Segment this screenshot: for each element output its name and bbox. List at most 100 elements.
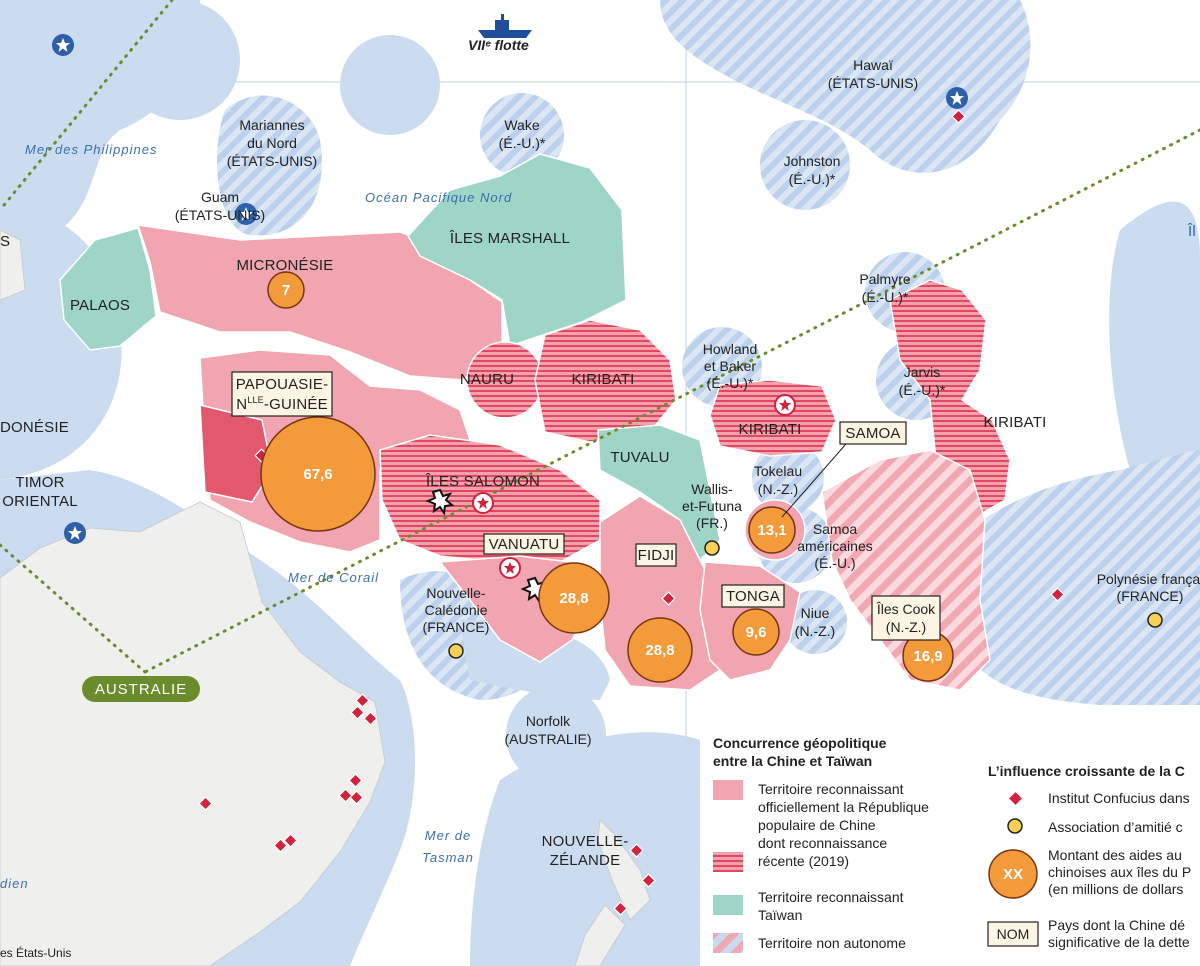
label-line: (AUSTRALIE) [504, 731, 591, 747]
country-label: TUVALU [610, 449, 669, 466]
label-line: Samoa [813, 521, 858, 537]
label-line: Polynésie françai [1097, 571, 1200, 587]
legend-item: dont reconnaissance récente (2019) [758, 835, 887, 869]
label-line: (en millions de dollars [1048, 881, 1183, 897]
label-line: TIMOR [15, 474, 64, 491]
label-line: -GUINÉE [264, 396, 328, 413]
kiribati-west [534, 319, 677, 443]
place-label: Howland et Baker (É.-U.)* [703, 341, 757, 391]
label-line: (É.-U.)* [862, 289, 909, 305]
aid-amount: 9,6 [746, 624, 767, 641]
label-line: Mariannes [239, 117, 304, 133]
fleet-label: VIIᵉ flotte [468, 37, 529, 53]
label-line: entre la Chine et Taïwan [713, 753, 872, 769]
aid-amount: 28,8 [559, 590, 588, 607]
country-label: PALAOS [70, 297, 130, 314]
label-line: (N.-Z.) [758, 481, 798, 497]
land [0, 229, 651, 966]
label-line: (FR.) [696, 515, 728, 531]
label-line: (FRANCE) [1117, 588, 1184, 604]
label-line: Guam [201, 189, 239, 205]
label-line: (É.-U.) [814, 555, 855, 571]
us-bases [52, 34, 968, 544]
place-label: Johnston (É.-U.)* [784, 153, 841, 187]
place-label: Mariannes du Nord (ÉTATS-UNIS) [227, 117, 317, 169]
legend-rivalry: Concurrence géopolitique entre la Chine e… [700, 725, 976, 966]
label-line: populaire de Chine [758, 817, 876, 833]
label-line: Pays dont la Chine dé [1048, 917, 1185, 933]
label-line: ORIENTAL [2, 493, 78, 510]
place-label: Guam (ÉTATS-UNIS) [175, 189, 265, 223]
label-line: LLE [247, 395, 264, 405]
aid-circles [260, 271, 954, 683]
aid-amount: 16,9 [913, 648, 942, 665]
label-line: (ÉTATS-UNIS) [227, 153, 317, 169]
label-line: (É.-U.)* [789, 171, 836, 187]
labels: VIIᵉ flotte Mer des Philippines Océan Pa… [0, 37, 1200, 960]
debt-frames [231, 371, 941, 641]
label-line: PAPOUASIE- [236, 376, 329, 393]
legend-item: Territoire reconnaissant officiellement l… [758, 781, 929, 833]
label-line: Wallis- [691, 481, 733, 497]
aid-amount: 28,8 [645, 642, 674, 659]
place-label: Nouvelle-Calédonie (FRANCE) [423, 585, 490, 635]
country-label: TIMOR ORIENTAL [2, 474, 78, 510]
place-label: Samoa américaines (É.-U.) [797, 521, 872, 571]
country-label: ÎLES MARSHALL [449, 230, 570, 247]
label-line: Concurrence géopolitique [713, 735, 887, 751]
label-line: Territoire reconnaissant [758, 781, 904, 797]
edge-label: S [0, 233, 10, 250]
ship-icon [478, 14, 532, 38]
country-label: KIRIBATI [984, 414, 1047, 431]
kiribati-central [709, 379, 837, 457]
legend-symbol: NOM [997, 926, 1030, 942]
label-line: Taïwan [758, 907, 802, 923]
label-line: Nouvelle- [426, 585, 485, 601]
place-label: Norfolk (AUSTRALIE) [504, 713, 591, 747]
label-line: Territoire reconnaissant [758, 889, 904, 905]
label-line: du Nord [247, 135, 297, 151]
country-label: VANUATU [489, 536, 560, 553]
sea-label: Océan Pacifique Nord [365, 190, 512, 205]
label-line: Wake [504, 117, 539, 133]
aid-amount: 7 [282, 282, 290, 299]
edge-label: Îl [1187, 223, 1196, 240]
label-line: Hawaï [853, 57, 893, 73]
label-line: (É.-U.)* [899, 382, 946, 398]
label-line: (N.-Z.) [886, 619, 926, 635]
label-line: Tasman [422, 850, 474, 865]
label-line: officiellement la République [758, 799, 929, 815]
alliance-lines [0, 0, 1200, 674]
place-label: Îles Cook (N.-Z.) [876, 601, 936, 635]
label-line: Palmyre [859, 271, 911, 287]
label-line: (N.-Z.) [795, 623, 835, 639]
label-line: et-Futuna [682, 498, 742, 514]
country-label: MICRONÉSIE [236, 257, 333, 274]
sea-label: Mer des Philippines [25, 142, 157, 157]
sea-label: dien [0, 876, 29, 891]
country-label: NOUVELLE- ZÉLANDE [542, 833, 629, 869]
aid-amounts: 7 67,6 28,8 28,8 13,1 9,6 16,9 [282, 282, 943, 665]
label-line: (É.-U.)* [499, 135, 546, 151]
place-label: Hawaï (ÉTATS-UNIS) [828, 57, 918, 91]
label-line: Îles Cook [876, 601, 936, 617]
label-line: ZÉLANDE [550, 852, 621, 869]
legend-symbol: XX [1003, 866, 1023, 883]
label-line: Territoire non autonome [758, 935, 906, 951]
country-label: SAMOA [845, 425, 900, 442]
legend-item: Montant des aides au chinoises aux îles d… [1048, 847, 1191, 897]
chinese-embassies [425, 394, 796, 604]
label-line: Montant des aides au [1048, 847, 1182, 863]
label-line: N [236, 396, 247, 413]
aid-amount: 67,6 [303, 466, 332, 483]
place-label: Niue (N.-Z.) [795, 605, 835, 639]
legend-item: Territoire reconnaissant Taïwan [758, 889, 904, 923]
cook [821, 449, 991, 691]
place-label: Wallis-et-Futuna (FR.) [682, 481, 742, 531]
label-line: Johnston [784, 153, 841, 169]
label-line: dont reconnaissance [758, 835, 887, 851]
place-label: Wake (É.-U.)* [499, 117, 546, 151]
label-line: récente (2019) [758, 853, 849, 869]
label-line: Niue [801, 605, 830, 621]
